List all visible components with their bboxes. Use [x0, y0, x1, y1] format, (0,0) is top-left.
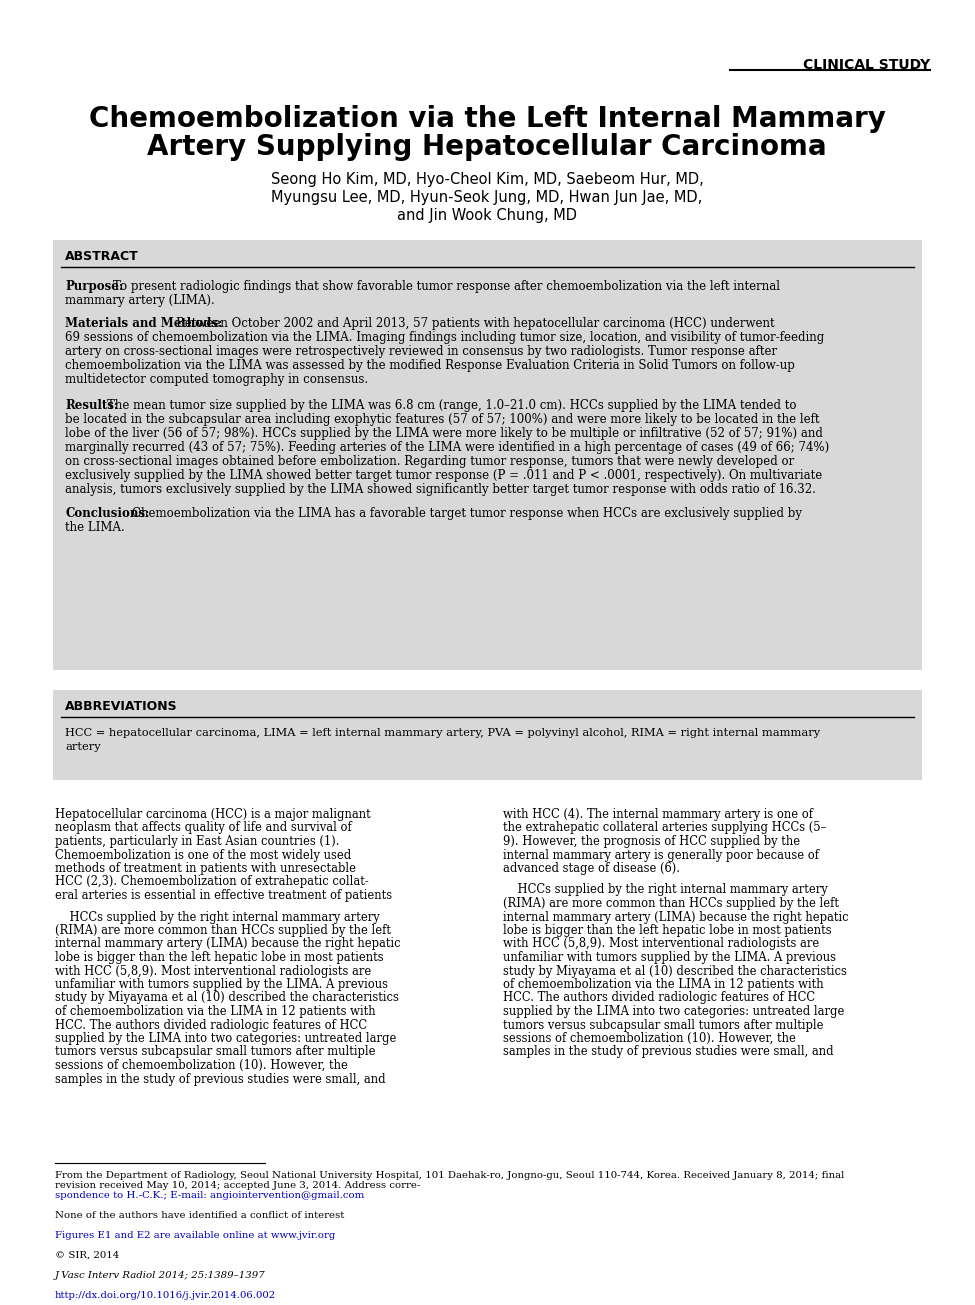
Text: artery: artery [65, 743, 100, 752]
Text: supplied by the LIMA into two categories: untreated large: supplied by the LIMA into two categories… [55, 1032, 397, 1045]
Text: internal mammary artery is generally poor because of: internal mammary artery is generally poo… [503, 848, 819, 861]
Text: HCC. The authors divided radiologic features of HCC: HCC. The authors divided radiologic feat… [503, 992, 815, 1005]
Text: HCC. The authors divided radiologic features of HCC: HCC. The authors divided radiologic feat… [55, 1018, 368, 1031]
Text: Between October 2002 and April 2013, 57 patients with hepatocellular carcinoma (: Between October 2002 and April 2013, 57 … [176, 317, 774, 330]
Text: CLINICAL STUDY: CLINICAL STUDY [802, 57, 930, 72]
Text: revision received May 10, 2014; accepted June 3, 2014. Address corre-: revision received May 10, 2014; accepted… [55, 1181, 420, 1190]
Text: 9). However, the prognosis of HCC supplied by the: 9). However, the prognosis of HCC suppli… [503, 835, 800, 848]
Text: internal mammary artery (LIMA) because the right hepatic: internal mammary artery (LIMA) because t… [55, 937, 401, 950]
Text: internal mammary artery (LIMA) because the right hepatic: internal mammary artery (LIMA) because t… [503, 911, 848, 924]
Text: tumors versus subcapsular small tumors after multiple: tumors versus subcapsular small tumors a… [55, 1045, 375, 1058]
Text: neoplasm that affects quality of life and survival of: neoplasm that affects quality of life an… [55, 822, 352, 834]
Text: with HCC (5,8,9). Most interventional radiologists are: with HCC (5,8,9). Most interventional ra… [55, 964, 371, 977]
Text: study by Miyayama et al (10) described the characteristics: study by Miyayama et al (10) described t… [503, 964, 847, 977]
Text: study by Miyayama et al (10) described the characteristics: study by Miyayama et al (10) described t… [55, 992, 399, 1005]
Text: Chemoembolization via the LIMA has a favorable target tumor response when HCCs a: Chemoembolization via the LIMA has a fav… [132, 508, 802, 519]
Text: None of the authors have identified a conflict of interest: None of the authors have identified a co… [55, 1211, 344, 1220]
Text: chemoembolization via the LIMA was assessed by the modified Response Evaluation : chemoembolization via the LIMA was asses… [65, 359, 795, 372]
Text: and Jin Wook Chung, MD: and Jin Wook Chung, MD [397, 207, 577, 223]
Text: be located in the subcapsular area including exophytic features (57 of 57; 100%): be located in the subcapsular area inclu… [65, 412, 820, 425]
Text: methods of treatment in patients with unresectable: methods of treatment in patients with un… [55, 863, 356, 874]
Text: Materials and Methods:: Materials and Methods: [65, 317, 222, 330]
Text: Purpose:: Purpose: [65, 281, 123, 294]
Text: Conclusions:: Conclusions: [65, 508, 149, 519]
Text: analysis, tumors exclusively supplied by the LIMA showed significantly better ta: analysis, tumors exclusively supplied by… [65, 483, 816, 496]
Text: spondence to H.-C.K.; E-mail: angiointervention@gmail.com: spondence to H.-C.K.; E-mail: angiointer… [55, 1191, 365, 1201]
Text: unfamiliar with tumors supplied by the LIMA. A previous: unfamiliar with tumors supplied by the L… [503, 951, 836, 964]
Text: the extrahepatic collateral arteries supplying HCCs (5–: the extrahepatic collateral arteries sup… [503, 822, 827, 834]
Text: J Vasc Interv Radiol 2014; 25:1389–1397: J Vasc Interv Radiol 2014; 25:1389–1397 [55, 1271, 266, 1280]
Text: with HCC (5,8,9). Most interventional radiologists are: with HCC (5,8,9). Most interventional ra… [503, 937, 819, 950]
Text: ABBREVIATIONS: ABBREVIATIONS [65, 699, 177, 713]
Text: sessions of chemoembolization (10). However, the: sessions of chemoembolization (10). Howe… [503, 1032, 796, 1045]
Text: Figures E1 and E2 are available online at www.jvir.org: Figures E1 and E2 are available online a… [55, 1231, 335, 1240]
Text: The mean tumor size supplied by the LIMA was 6.8 cm (range, 1.0–21.0 cm). HCCs s: The mean tumor size supplied by the LIMA… [107, 399, 797, 412]
Text: © SIR, 2014: © SIR, 2014 [55, 1251, 119, 1261]
Text: of chemoembolization via the LIMA in 12 patients with: of chemoembolization via the LIMA in 12 … [503, 977, 824, 990]
Text: of chemoembolization via the LIMA in 12 patients with: of chemoembolization via the LIMA in 12 … [55, 1005, 375, 1018]
Text: patients, particularly in East Asian countries (1).: patients, particularly in East Asian cou… [55, 835, 339, 848]
Text: HCCs supplied by the right internal mammary artery: HCCs supplied by the right internal mamm… [55, 911, 379, 924]
Text: lobe is bigger than the left hepatic lobe in most patients: lobe is bigger than the left hepatic lob… [55, 951, 383, 964]
Text: unfamiliar with tumors supplied by the LIMA. A previous: unfamiliar with tumors supplied by the L… [55, 977, 388, 990]
Text: ABSTRACT: ABSTRACT [65, 251, 138, 264]
Text: http://dx.doi.org/10.1016/j.jvir.2014.06.002: http://dx.doi.org/10.1016/j.jvir.2014.06… [55, 1291, 276, 1300]
Text: Seong Ho Kim, MD, Hyo-Cheol Kim, MD, Saebeom Hur, MD,: Seong Ho Kim, MD, Hyo-Cheol Kim, MD, Sae… [271, 172, 703, 187]
Text: with HCC (4). The internal mammary artery is one of: with HCC (4). The internal mammary arter… [503, 808, 813, 821]
Text: mammary artery (LIMA).: mammary artery (LIMA). [65, 294, 214, 307]
Text: 69 sessions of chemoembolization via the LIMA. Imaging findings including tumor : 69 sessions of chemoembolization via the… [65, 331, 824, 345]
Text: eral arteries is essential in effective treatment of patients: eral arteries is essential in effective … [55, 889, 392, 902]
Text: lobe is bigger than the left hepatic lobe in most patients: lobe is bigger than the left hepatic lob… [503, 924, 832, 937]
Text: tumors versus subcapsular small tumors after multiple: tumors versus subcapsular small tumors a… [503, 1018, 824, 1031]
Text: advanced stage of disease (6).: advanced stage of disease (6). [503, 863, 680, 874]
Text: HCCs supplied by the right internal mammary artery: HCCs supplied by the right internal mamm… [503, 883, 828, 897]
Text: Hepatocellular carcinoma (HCC) is a major malignant: Hepatocellular carcinoma (HCC) is a majo… [55, 808, 371, 821]
Text: Artery Supplying Hepatocellular Carcinoma: Artery Supplying Hepatocellular Carcinom… [147, 133, 827, 161]
Text: samples in the study of previous studies were small, and: samples in the study of previous studies… [55, 1073, 386, 1086]
Text: From the Department of Radiology, Seoul National University Hospital, 101 Daehak: From the Department of Radiology, Seoul … [55, 1171, 844, 1180]
FancyBboxPatch shape [53, 240, 922, 669]
Text: marginally recurred (43 of 57; 75%). Feeding arteries of the LIMA were identifie: marginally recurred (43 of 57; 75%). Fee… [65, 441, 830, 454]
Text: samples in the study of previous studies were small, and: samples in the study of previous studies… [503, 1045, 834, 1058]
Text: the LIMA.: the LIMA. [65, 521, 125, 534]
Text: To present radiologic findings that show favorable tumor response after chemoemb: To present radiologic findings that show… [113, 281, 780, 294]
Text: HCC (2,3). Chemoembolization of extrahepatic collat-: HCC (2,3). Chemoembolization of extrahep… [55, 876, 369, 889]
Text: (RIMA) are more common than HCCs supplied by the left: (RIMA) are more common than HCCs supplie… [55, 924, 391, 937]
Text: exclusively supplied by the LIMA showed better target tumor response (P = .011 a: exclusively supplied by the LIMA showed … [65, 468, 822, 482]
Text: Chemoembolization via the Left Internal Mammary: Chemoembolization via the Left Internal … [89, 104, 885, 133]
Text: Myungsu Lee, MD, Hyun-Seok Jung, MD, Hwan Jun Jae, MD,: Myungsu Lee, MD, Hyun-Seok Jung, MD, Hwa… [271, 191, 703, 205]
Text: lobe of the liver (56 of 57; 98%). HCCs supplied by the LIMA were more likely to: lobe of the liver (56 of 57; 98%). HCCs … [65, 427, 823, 440]
Text: Chemoembolization is one of the most widely used: Chemoembolization is one of the most wid… [55, 848, 351, 861]
Text: sessions of chemoembolization (10). However, the: sessions of chemoembolization (10). Howe… [55, 1058, 348, 1071]
Text: (RIMA) are more common than HCCs supplied by the left: (RIMA) are more common than HCCs supplie… [503, 897, 839, 910]
Text: HCC = hepatocellular carcinoma, LIMA = left internal mammary artery, PVA = polyv: HCC = hepatocellular carcinoma, LIMA = l… [65, 728, 820, 739]
Text: supplied by the LIMA into two categories: untreated large: supplied by the LIMA into two categories… [503, 1005, 844, 1018]
FancyBboxPatch shape [53, 690, 922, 780]
Text: artery on cross-sectional images were retrospectively reviewed in consensus by t: artery on cross-sectional images were re… [65, 345, 777, 358]
Text: Results:: Results: [65, 399, 118, 412]
Text: on cross-sectional images obtained before embolization. Regarding tumor response: on cross-sectional images obtained befor… [65, 455, 795, 468]
Text: multidetector computed tomography in consensus.: multidetector computed tomography in con… [65, 373, 369, 386]
